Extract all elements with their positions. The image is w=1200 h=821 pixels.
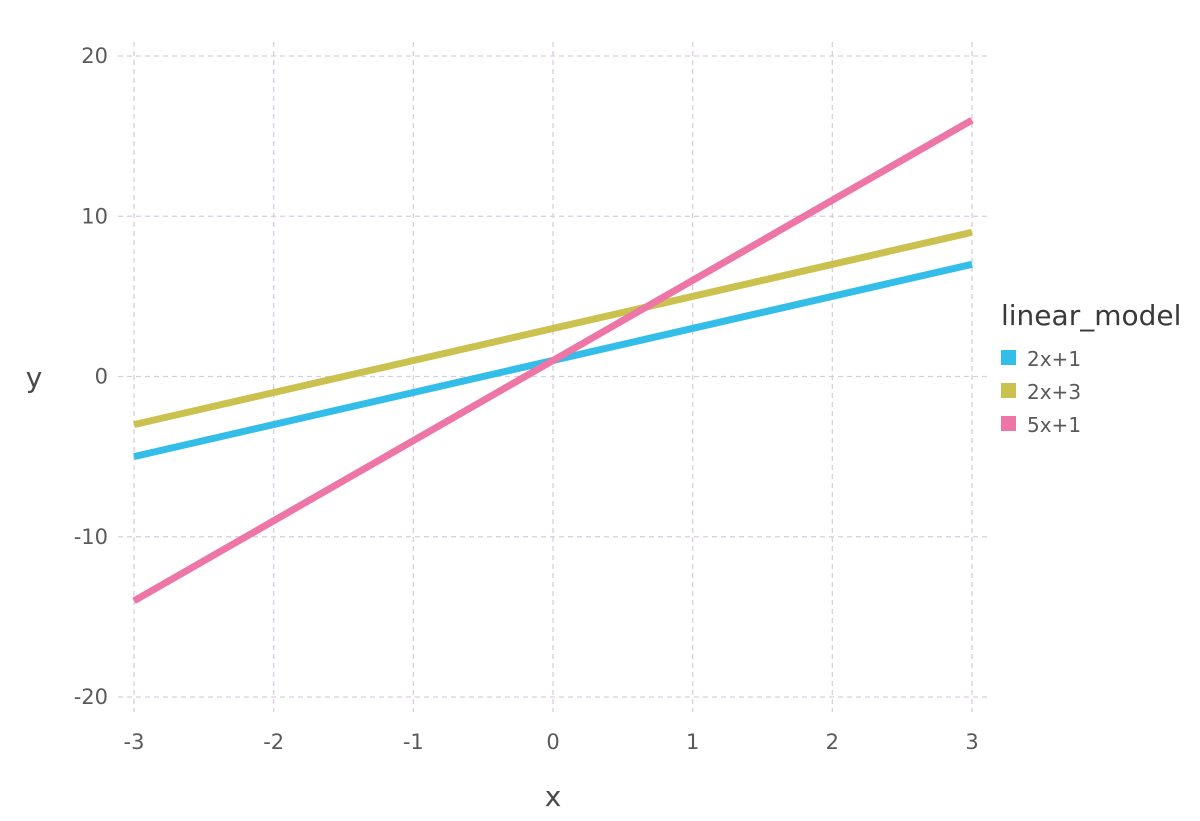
series-line-5x+1: [132, 117, 974, 604]
series-line-2x+3: [133, 228, 973, 429]
x-tick-label: -2: [263, 730, 284, 754]
y-axis-label: y: [26, 361, 43, 394]
x-tick-label: 0: [546, 730, 559, 754]
x-tick-label: 1: [686, 730, 699, 754]
legend-label: 2x+3: [1027, 380, 1081, 404]
x-tick-label: 3: [965, 730, 978, 754]
y-tick-label: -10: [74, 525, 108, 549]
series-lines: [132, 117, 974, 604]
y-tick-label: 20: [81, 44, 108, 68]
x-tick-label: -1: [403, 730, 424, 754]
legend-swatch: [1001, 350, 1016, 365]
legend-items: 2x+1 2x+3 5x+1: [1001, 347, 1081, 437]
y-tick-label: 10: [81, 204, 108, 228]
x-tick-label: 2: [826, 730, 839, 754]
grid: [118, 42, 989, 712]
legend-swatch: [1001, 416, 1016, 431]
x-tick-label: -3: [124, 730, 145, 754]
legend-label: 2x+1: [1027, 347, 1081, 371]
legend: linear_model 2x+1 2x+3 5x+1: [1001, 299, 1181, 437]
y-tick-label: 0: [95, 365, 108, 389]
x-axis-label: x: [545, 780, 562, 813]
legend-title: linear_model: [1001, 299, 1181, 332]
legend-swatch: [1001, 383, 1016, 398]
legend-label: 5x+1: [1027, 413, 1081, 437]
y-tick-label: -20: [74, 685, 108, 709]
